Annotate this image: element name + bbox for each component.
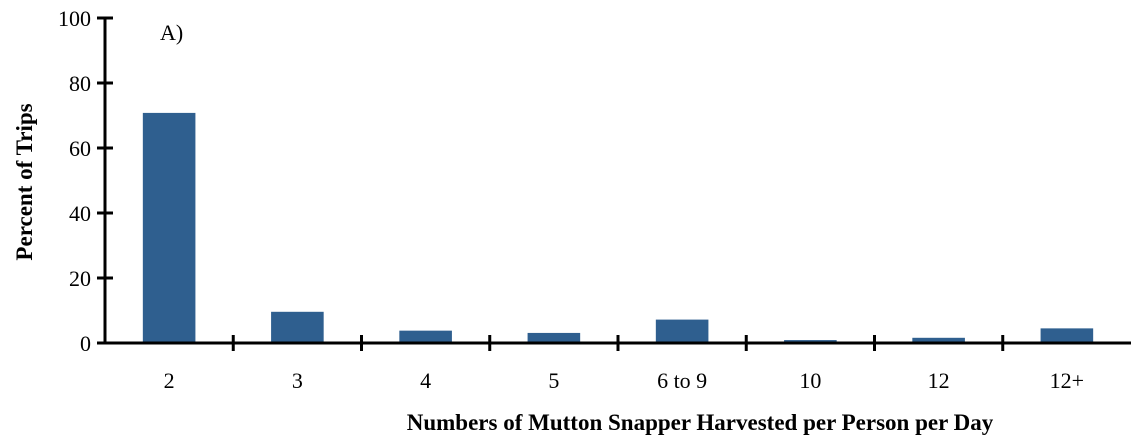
bar	[527, 332, 581, 343]
x-tick-label: 12	[928, 368, 950, 393]
bar	[399, 330, 452, 343]
x-axis-label: Numbers of Mutton Snapper Harvested per …	[407, 410, 994, 435]
y-tick-label: 60	[69, 136, 91, 161]
x-tick-label: 10	[799, 368, 821, 393]
x-tick-label: 3	[292, 368, 303, 393]
y-tick-label: 0	[80, 331, 91, 356]
bar	[142, 112, 196, 344]
bar	[912, 337, 965, 343]
annotation: A)	[160, 20, 183, 45]
y-tick-label: 80	[69, 71, 91, 96]
y-tick-label: 20	[69, 266, 91, 291]
y-tick-label: 100	[58, 6, 91, 31]
x-tick-label: 6 to 9	[657, 368, 707, 393]
x-tick-label: 4	[420, 368, 431, 393]
y-axis-label: Percent of Trips	[12, 103, 37, 260]
x-tick-label: 2	[164, 368, 175, 393]
bar	[655, 319, 709, 343]
bar	[271, 311, 324, 343]
y-tick-label: 40	[69, 201, 91, 226]
x-tick-label: 12+	[1050, 368, 1084, 393]
bar	[1040, 328, 1094, 343]
x-tick-label: 5	[548, 368, 559, 393]
